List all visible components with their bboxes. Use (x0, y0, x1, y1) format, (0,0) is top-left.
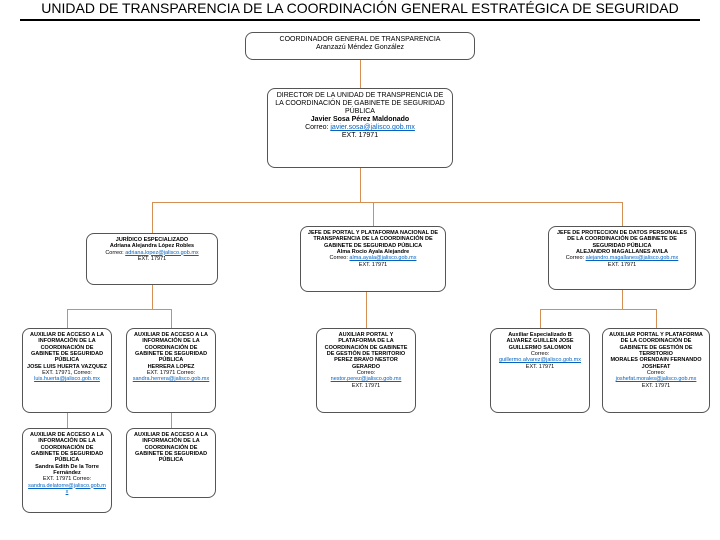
mid-box-1: JEFE DE PORTAL Y PLATAFORMA NACIONAL DE … (300, 226, 446, 292)
coordinator-role: COORDINADOR GENERAL DE TRANSPARENCIA (250, 36, 470, 44)
leaf-name: PEREZ BRAVO NESTOR GERARDO (321, 357, 411, 370)
connector (656, 309, 657, 328)
connector (373, 202, 374, 226)
leaf-email-wrap: sandra.herrera@jalisco.gob.mx (131, 376, 211, 382)
connector (67, 309, 68, 328)
connector (171, 309, 172, 328)
leaf-email[interactable]: guillermo.alvarez@jalisco.gob.mx (499, 357, 581, 363)
leaf-box-3: Auxiliar Especializado BALVAREZ GUILLEN … (490, 328, 590, 413)
mid-ext: EXT. 17971 (91, 256, 213, 262)
leaf-ext: EXT. 17971 (607, 383, 705, 389)
coordinator-name: Aranzazú Méndez González (250, 44, 470, 52)
leaf-title: AUXILIAR PORTAL Y PLATAFORMA DE LA COORD… (607, 332, 705, 357)
connector (152, 285, 153, 309)
leaf-title: AUXILIAR DE ACCESO A LA INFORMACIÓN DE L… (131, 332, 211, 364)
connector (366, 292, 367, 328)
leaf-email[interactable]: sandra.delatorre@jalisco.gob.mx (28, 483, 106, 495)
leaf-ext: EXT. 17971 (321, 383, 411, 389)
leaf-box-1: AUXILIAR DE ACCESO A LA INFORMACIÓN DE L… (126, 328, 216, 413)
leaf-email-wrap: sandra.delatorre@jalisco.gob.mx (27, 483, 107, 496)
mid-title: JEFE DE PORTAL Y PLATAFORMA NACIONAL DE … (305, 230, 441, 249)
leaf-ext: EXT. 17971 (495, 364, 585, 370)
leaf-box-4: AUXILIAR PORTAL Y PLATAFORMA DE LA COORD… (602, 328, 710, 413)
connector (622, 290, 623, 309)
leaf-email-wrap: nestor.perez@jalisco.gob.mx (321, 376, 411, 382)
mid-email[interactable]: alma.ayala@jalisco.gob.mx (349, 255, 416, 261)
leaf-box-6: AUXILIAR DE ACCESO A LA INFORMACIÓN DE L… (126, 428, 216, 498)
mid-box-2: JEFE DE PROTECCION DE DATOS PERSONALES D… (548, 226, 696, 290)
connector (360, 168, 361, 202)
leaf-title: AUXILIAR DE ACCESO A LA INFORMACIÓN DE L… (27, 432, 107, 464)
mid-correo: Correo: alejandro.magallanes@jalisco.gob… (553, 255, 691, 261)
leaf-email-wrap: joshefat.morales@jalisco.gob.mx (607, 376, 705, 382)
director-ext: EXT. 17971 (272, 132, 448, 140)
leaf-title: AUXILIAR PORTAL Y PLATAFORMA DE LA COORD… (321, 332, 411, 357)
correo-label: Correo: (305, 124, 328, 131)
mid-ext: EXT. 17971 (553, 262, 691, 268)
leaf-box-0: AUXILIAR DE ACCESO A LA INFORMACIÓN DE L… (22, 328, 112, 413)
mid-correo: Correo: adriana.lopez@jalisco.gob.mx (91, 250, 213, 256)
leaf-name: ALVAREZ GUILLEN JOSE GUILLERMO SALOMON (495, 338, 585, 351)
mid-email[interactable]: adriana.lopez@jalisco.gob.mx (125, 250, 198, 256)
connector (540, 309, 541, 328)
leaf-email[interactable]: nestor.perez@jalisco.gob.mx (331, 376, 402, 382)
connector (67, 413, 68, 428)
connector (152, 202, 153, 233)
leaf-title: AUXILIAR DE ACCESO A LA INFORMACIÓN DE L… (131, 432, 211, 464)
leaf-name: Sandra Edith De la Torre Fernández (27, 464, 107, 477)
mid-ext: EXT. 17971 (305, 262, 441, 268)
connector (152, 202, 622, 203)
director-email[interactable]: javier.sosa@jalisco.gob.mx (330, 124, 415, 131)
connector (540, 309, 656, 310)
leaf-email[interactable]: luis.huerta@jalisco.gob.mx (34, 376, 100, 382)
connector (171, 413, 172, 428)
mid-box-0: JURÍDICO ESPECIALIZADOAdriana Alejandra … (86, 233, 218, 285)
director-name: Javier Sosa Pérez Maldonado (272, 116, 448, 124)
coordinator-box: COORDINADOR GENERAL DE TRANSPARENCIA Ara… (245, 32, 475, 60)
mid-email[interactable]: alejandro.magallanes@jalisco.gob.mx (586, 255, 679, 261)
leaf-title: AUXILIAR DE ACCESO A LA INFORMACIÓN DE L… (27, 332, 107, 364)
connector (622, 202, 623, 226)
page-title: UNIDAD DE TRANSPARENCIA DE LA COORDINACI… (20, 0, 700, 21)
director-correo-line: Correo: javier.sosa@jalisco.gob.mx (272, 124, 448, 132)
director-box: DIRECTOR DE LA UNIDAD DE TRANSPRENCIA DE… (267, 88, 453, 168)
leaf-box-2: AUXILIAR PORTAL Y PLATAFORMA DE LA COORD… (316, 328, 416, 413)
director-role: DIRECTOR DE LA UNIDAD DE TRANSPRENCIA DE… (272, 92, 448, 116)
leaf-email[interactable]: joshefat.morales@jalisco.gob.mx (616, 376, 697, 382)
leaf-email-wrap: luis.huerta@jalisco.gob.mx (27, 376, 107, 382)
leaf-name: MORALES ORENDAIN FERNANDO JOSHEFAT (607, 357, 705, 370)
mid-title: JEFE DE PROTECCION DE DATOS PERSONALES D… (553, 230, 691, 249)
leaf-name: JOSE LUIS HUERTA VAZQUEZ (27, 364, 107, 370)
leaf-box-5: AUXILIAR DE ACCESO A LA INFORMACIÓN DE L… (22, 428, 112, 513)
leaf-email[interactable]: sandra.herrera@jalisco.gob.mx (133, 376, 210, 382)
connector (360, 60, 361, 88)
leaf-email-wrap: guillermo.alvarez@jalisco.gob.mx (495, 357, 585, 363)
connector (67, 309, 171, 310)
